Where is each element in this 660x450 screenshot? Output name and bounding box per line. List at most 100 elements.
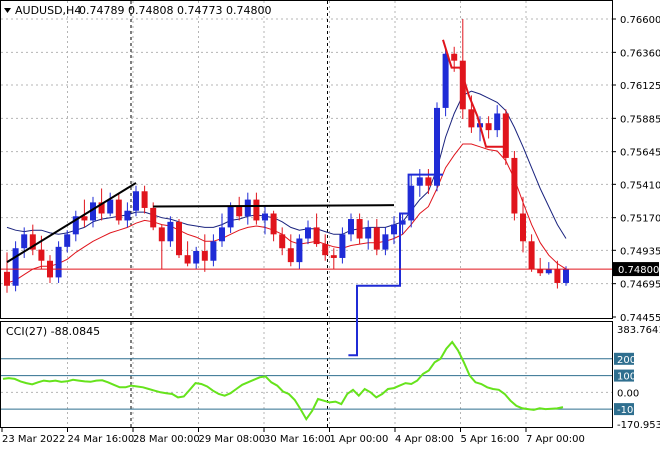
- candle-bear: [485, 123, 492, 131]
- candle-bull: [348, 219, 354, 235]
- candle-bull: [563, 269, 569, 283]
- candle-bear: [98, 202, 105, 214]
- candle-bull: [305, 227, 311, 239]
- current-price-label: 0.74800: [618, 265, 659, 276]
- cci-level-badge: [614, 352, 634, 365]
- candle-bear: [520, 213, 526, 242]
- candle-bear: [141, 191, 148, 208]
- candle-bull: [133, 191, 139, 211]
- y-tick-label: 0.76125: [620, 81, 660, 92]
- candle-bull: [21, 234, 28, 249]
- x-tick-label: 1 Apr 00:00: [330, 434, 389, 445]
- ma-fast-line: [6, 143, 567, 284]
- cci-tick-label: -170.9539: [617, 420, 660, 431]
- candle-bull: [55, 246, 62, 278]
- moving-averages: [6, 90, 567, 284]
- y-tick-label: 0.75885: [620, 114, 660, 125]
- cci-line: [2, 340, 564, 422]
- candle-bull: [434, 107, 440, 186]
- candle-bull: [210, 241, 217, 261]
- candle-bear: [451, 53, 458, 61]
- candle-bull: [193, 251, 200, 264]
- main-gridlines: [1, 1, 612, 318]
- x-tick-label: 23 Mar 2022: [2, 434, 65, 445]
- step-line: [348, 173, 443, 357]
- candle-bear: [537, 269, 544, 274]
- price-axis: 0.76600 0.76360 0.76125 0.75885 0.75645 0.754…: [612, 15, 660, 324]
- cci-level-label: 200: [617, 355, 636, 366]
- candle-bear: [279, 234, 286, 249]
- x-tick-label: 7 Apr 00:00: [526, 434, 585, 445]
- candle-bull: [545, 269, 552, 274]
- candle-bear: [468, 109, 475, 128]
- y-tick-label: 0.74695: [620, 280, 660, 291]
- current-price-marker: [613, 262, 659, 277]
- candle-bear: [176, 221, 182, 256]
- candle-bear: [554, 269, 561, 283]
- candle-bull: [408, 185, 415, 221]
- candle-bear: [38, 249, 45, 261]
- overlay-lines: [1, 39, 612, 357]
- candle-bear: [528, 241, 535, 270]
- candle-bull: [399, 220, 406, 225]
- y-tick-label: 0.74935: [620, 246, 660, 257]
- candle-bull: [494, 113, 501, 131]
- candle-bear: [459, 60, 466, 110]
- trendline: [153, 204, 395, 208]
- cci-line-group: [2, 340, 564, 422]
- indicator-label: CCI(27) -88.0845: [6, 325, 100, 338]
- y-tick-label: 0.75645: [620, 148, 660, 159]
- cci-level-label: 100: [617, 372, 636, 383]
- ohlc-label: 0.74789 0.74808 0.74773 0.74800: [79, 4, 271, 17]
- candle-bear: [150, 207, 157, 228]
- candle-bear: [158, 227, 165, 242]
- cci-level-badge: [614, 369, 634, 382]
- candle-bear: [313, 227, 320, 245]
- x-tick-label: 28 Mar 00:00: [133, 434, 200, 445]
- candle-bull: [382, 234, 389, 250]
- cci-tick-label: 0.00: [617, 388, 639, 399]
- candle-bear: [81, 216, 88, 221]
- candle-bear: [270, 213, 277, 235]
- x-tick-label: 24 Mar 16:00: [68, 434, 135, 445]
- candle-bull: [296, 238, 303, 263]
- symbol-label: AUDUSD,H4: [15, 4, 81, 17]
- candle-bear: [236, 206, 243, 217]
- candle-bull: [72, 216, 79, 235]
- candle-bull: [416, 177, 423, 186]
- candlesticks: [4, 19, 569, 293]
- resistance-line: [442, 39, 504, 148]
- candle-bull: [227, 206, 234, 228]
- ma-slow-line: [6, 90, 567, 239]
- candle-bull: [442, 53, 449, 108]
- candle-bear: [253, 199, 260, 221]
- candle-bear: [322, 244, 329, 256]
- candle-bull: [339, 234, 346, 258]
- x-tick-label: 4 Apr 08:00: [395, 434, 454, 445]
- cci-tick-label: 383.7641: [617, 325, 660, 336]
- candle-bear: [287, 248, 294, 263]
- candle-bull: [365, 227, 372, 239]
- candle-bull: [124, 210, 131, 221]
- candle-bull: [262, 213, 268, 221]
- cci-pane-border: [0, 321, 613, 428]
- candle-bear: [29, 234, 36, 250]
- cci-axis: 383.7641 200 100 0.00 -100 -170.9539: [1, 325, 660, 431]
- x-tick-label: 5 Apr 16:00: [461, 434, 520, 445]
- trendline: [6, 182, 137, 263]
- candle-bull: [219, 227, 225, 242]
- y-tick-label: 0.75410: [620, 180, 660, 191]
- candle-bull: [12, 248, 19, 286]
- y-tick-label: 0.75170: [620, 214, 660, 225]
- candle-bear: [201, 251, 208, 261]
- candle-bull: [90, 202, 96, 221]
- cci-level-label: -100: [617, 405, 640, 416]
- y-tick-label: 0.76600: [620, 15, 660, 26]
- candle-bear: [4, 271, 10, 286]
- candle-bull: [107, 199, 114, 214]
- chart-menu-triangle-icon[interactable]: [4, 8, 11, 13]
- cci-level-badge: [614, 403, 634, 416]
- x-tick-label: 30 Mar 16:00: [264, 434, 331, 445]
- candle-bear: [115, 199, 122, 221]
